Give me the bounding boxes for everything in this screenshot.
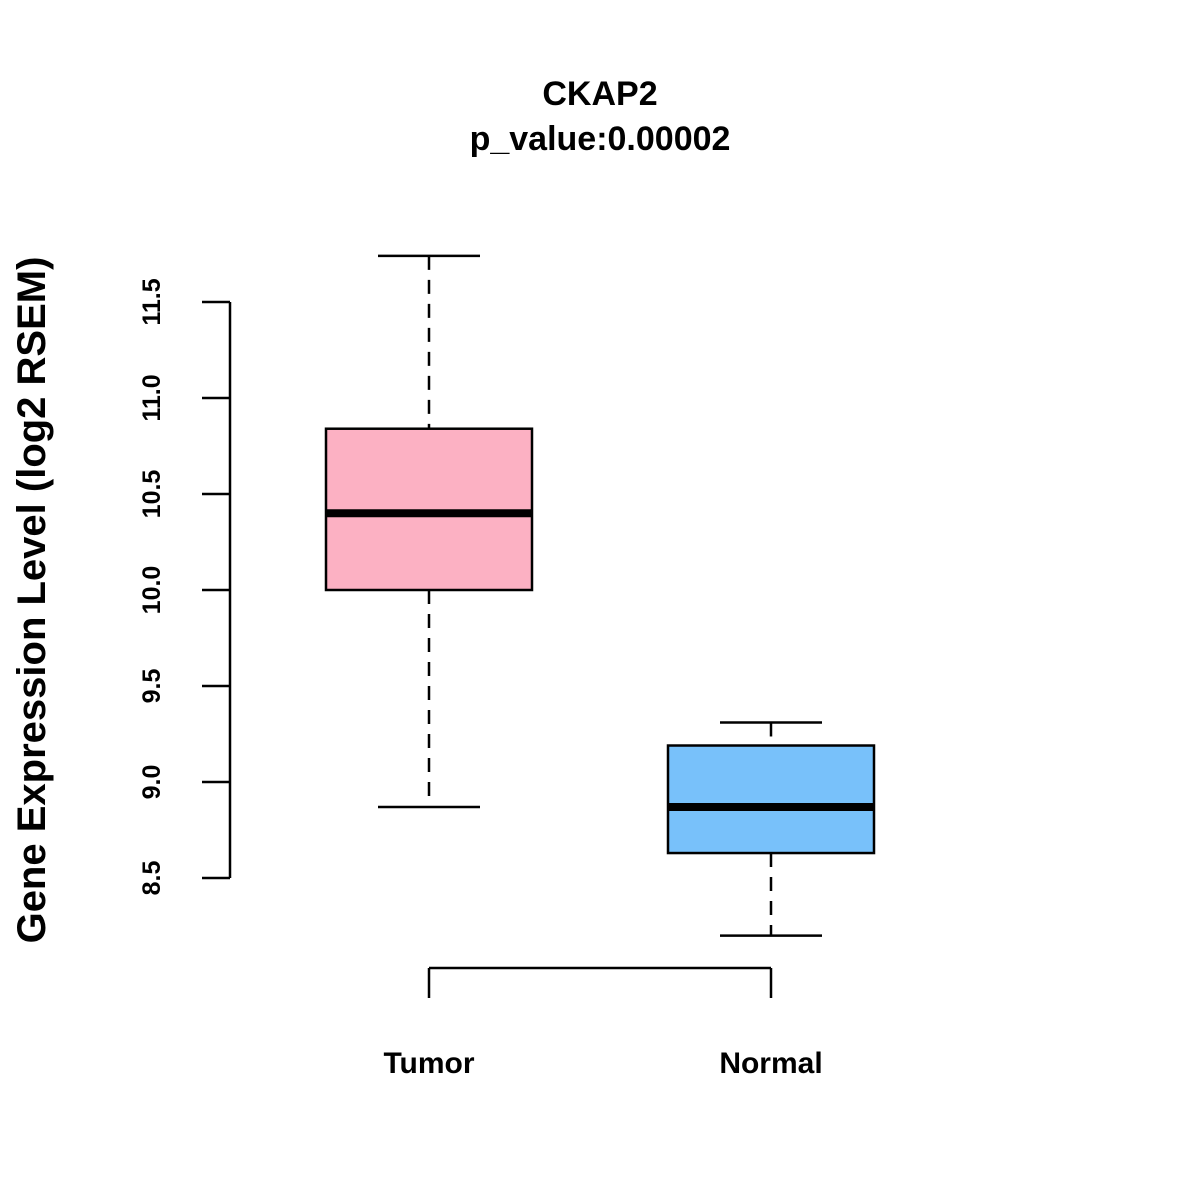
y-tick-label: 11.0 [138,374,166,421]
y-tick-label: 10.5 [138,470,166,519]
y-axis-label: Gene Expression Level (log2 RSEM) [10,257,54,944]
chart-title: CKAP2 [542,75,657,113]
y-tick-label: 11.5 [138,278,166,325]
chart-subtitle: p_value:0.00002 [470,120,731,158]
box-tumor [324,254,534,809]
y-tick-label: 9.0 [138,765,166,800]
y-tick-label: 10.0 [138,566,166,615]
x-tick-label: Tumor [383,1047,474,1080]
x-tick-label: Normal [719,1047,822,1080]
y-tick-label: 9.5 [138,669,166,704]
y-tick-label: 8.5 [138,861,166,896]
x-axis: Tumor Normal [383,966,823,1080]
iqr-box [666,744,876,855]
y-axis: 8.5 9.0 9.5 10.0 10.5 11.0 11.5 [138,278,232,896]
box-normal [666,721,876,937]
plot-area [324,254,876,937]
